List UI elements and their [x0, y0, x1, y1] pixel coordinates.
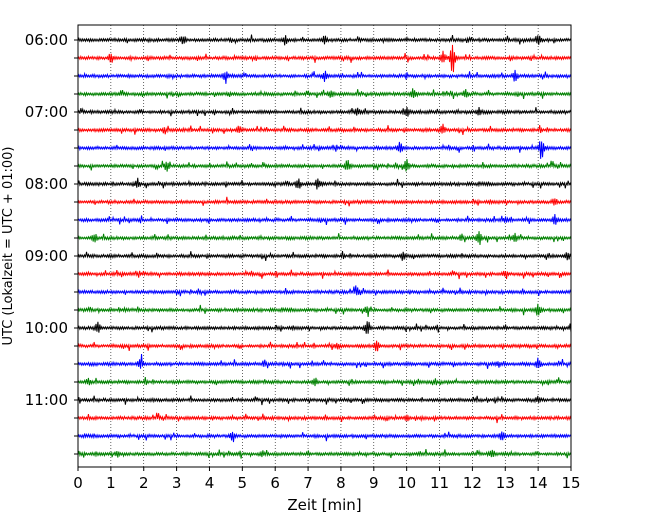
trace-row	[77, 448, 572, 459]
trace-layer	[77, 34, 572, 459]
trace-row	[77, 269, 572, 280]
x-tick-label: 12	[463, 474, 482, 492]
x-tick-label: 15	[561, 474, 580, 492]
trace-row	[77, 214, 572, 226]
x-tick-label: 6	[270, 474, 280, 492]
x-tick-label: 1	[106, 474, 116, 492]
y-tick-label: 10:00	[25, 319, 68, 337]
trace-row	[77, 196, 572, 207]
x-tick-label: 4	[205, 474, 215, 492]
trace-row	[77, 141, 572, 159]
trace-row	[77, 123, 572, 135]
y-tick-label: 11:00	[25, 391, 68, 409]
trace-row	[77, 69, 572, 84]
trace-row	[77, 250, 572, 261]
x-tick-label: 3	[172, 474, 182, 492]
trace-row	[77, 340, 572, 352]
x-tick-label: 8	[336, 474, 346, 492]
plot-frame	[77, 24, 572, 468]
x-tick-label: 2	[139, 474, 149, 492]
trace-row	[77, 376, 572, 387]
y-tick-label: 06:00	[25, 31, 68, 49]
trace-row	[77, 44, 572, 73]
x-tick-label: 11	[430, 474, 449, 492]
x-axis-label: Zeit [min]	[287, 496, 361, 514]
x-tick-label: 10	[397, 474, 416, 492]
x-tick-label: 5	[238, 474, 248, 492]
trace-row	[77, 177, 572, 190]
trace-row	[77, 34, 572, 46]
y-tick-label: 08:00	[25, 175, 68, 193]
x-tick-label: 0	[73, 474, 83, 492]
trace-row	[77, 285, 572, 297]
trace-row	[77, 412, 572, 424]
y-tick-label: 07:00	[25, 103, 68, 121]
trace-row	[77, 106, 572, 117]
trace-row	[77, 321, 572, 334]
trace-row	[77, 159, 572, 172]
y-tick-label: 09:00	[25, 247, 68, 265]
trace-row	[77, 395, 572, 406]
x-tick-label: 7	[303, 474, 313, 492]
axis-layer: 0 1 2 3 4 5 6 7 8 9 10 11 12 13 14 1506:0007:0008:0009:…	[25, 31, 581, 492]
x-tick-label: 13	[496, 474, 515, 492]
trace-row	[77, 231, 572, 246]
x-tick-label: 9	[369, 474, 379, 492]
trace-row	[77, 431, 572, 443]
x-tick-label: 14	[529, 474, 548, 492]
y-axis-label: UTC (Lokalzeit = UTC + 01:00)	[1, 147, 16, 346]
trace-row	[77, 88, 572, 100]
trace-row	[77, 303, 572, 317]
trace-row	[77, 354, 572, 369]
